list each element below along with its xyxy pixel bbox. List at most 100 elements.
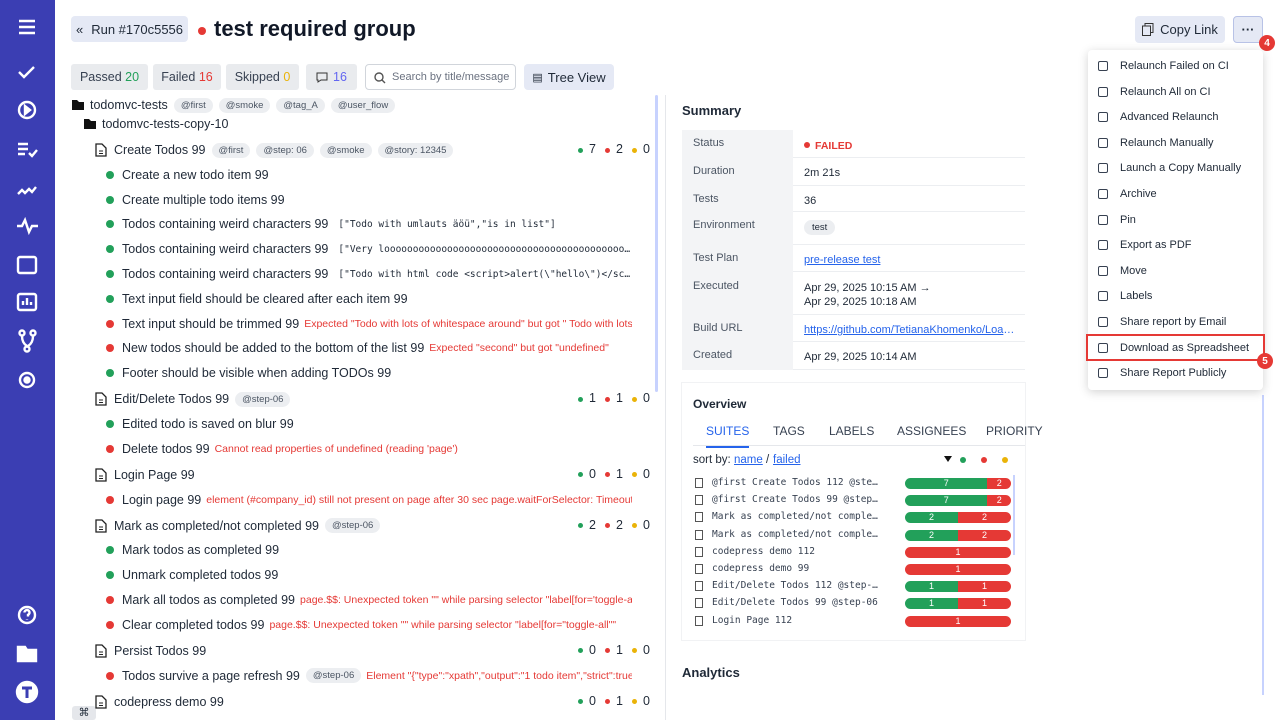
passed-filter[interactable]: Passed 20 xyxy=(71,64,148,90)
menu-item[interactable]: Export as PDF xyxy=(1098,235,1258,255)
passed-segment: 7 xyxy=(905,478,988,489)
tab[interactable]: ASSIGNEES xyxy=(897,424,967,438)
test-row[interactable]: Delete todos 99 Cannot read properties of… xyxy=(106,439,632,459)
skipped-filter[interactable]: Skipped 0 xyxy=(226,64,299,90)
status-dot xyxy=(106,671,114,680)
tag: @tag_A xyxy=(276,97,325,113)
suite-name[interactable]: Edit/Delete Todos 99 @step-06 xyxy=(712,597,878,609)
count-dot xyxy=(578,648,583,654)
menu-item[interactable]: Labels xyxy=(1098,286,1258,306)
summary-value[interactable]: pre-release test xyxy=(804,254,881,266)
suite-name[interactable]: codepress demo 99 xyxy=(712,563,810,574)
menu-label: Pin xyxy=(1120,213,1136,226)
failed-filter[interactable]: Failed 16 xyxy=(153,64,221,90)
suite-name[interactable]: Mark as completed/not completed 99 xyxy=(712,528,882,540)
test-row[interactable]: Text input field should be cleared after… xyxy=(106,289,632,309)
count-dot xyxy=(578,147,583,153)
suite-row[interactable]: Login Page 99 xyxy=(94,465,570,485)
menu-item[interactable]: Pin xyxy=(1098,210,1258,230)
failed-segment: 1 xyxy=(958,598,1011,610)
filter-count: 20 xyxy=(125,70,140,84)
test-row[interactable]: Login page 99 element (#company_id) still… xyxy=(106,490,632,510)
comments-filter[interactable]: 16 xyxy=(306,64,357,90)
suite-row[interactable]: codepress demo 99 xyxy=(94,692,570,712)
menu-item[interactable]: Archive xyxy=(1098,184,1258,204)
legend-dot xyxy=(960,457,966,463)
tab[interactable]: LABELS xyxy=(829,424,875,438)
folder-row[interactable]: todomvc-tests-copy-10 xyxy=(83,114,632,134)
tag: @step-06 xyxy=(324,518,381,534)
filter-label: Skipped xyxy=(234,70,280,84)
suite-row[interactable]: Create Todos 99 @first @step: 06 @smoke @sto… xyxy=(94,140,570,160)
suite-name[interactable]: @first Create Todos 112 @step-06 xyxy=(712,477,882,488)
search-input[interactable]: Search by title/message xyxy=(365,64,516,90)
summary-value[interactable]: https://github.com/TetianaKhomenko/Load-… xyxy=(804,324,1019,336)
code-snippet: ["Todo with umlauts äöü","is in list"] xyxy=(338,218,556,230)
test-row[interactable]: Create a new todo item 99 xyxy=(106,165,632,185)
suite-name[interactable]: codepress demo 112 xyxy=(712,545,815,557)
status-dot xyxy=(106,495,114,504)
menu-label: Share report by Email xyxy=(1120,316,1227,328)
test-row[interactable]: Create multiple todo items 99 xyxy=(106,190,632,210)
sort-name[interactable]: name xyxy=(734,454,763,466)
suite-row[interactable]: Mark as completed/not completed 99 @step-… xyxy=(94,516,570,536)
failed-segment: 2 xyxy=(958,512,1011,524)
menu-label: Launch a Copy Manually xyxy=(1120,162,1242,175)
test-row[interactable]: Unmark completed todos 99 xyxy=(106,565,632,585)
filter-count: 16 xyxy=(333,70,347,84)
tab[interactable]: PRIORITY xyxy=(986,424,1043,438)
tab[interactable]: TAGS xyxy=(773,424,805,438)
summary-label: Environment xyxy=(682,212,793,245)
menu-item[interactable]: Relaunch All on CI xyxy=(1098,82,1258,102)
stacked-bar: 1 xyxy=(905,615,1011,627)
test-row[interactable]: New todos should be added to the bottom … xyxy=(106,338,632,358)
menu-label: Relaunch Manually xyxy=(1120,136,1214,149)
suite-name[interactable]: Edit/Delete Todos 112 @step-06 xyxy=(712,580,882,592)
page-title: test required group xyxy=(214,16,416,41)
item-label: Delete todos 99 xyxy=(122,441,210,456)
menu-item[interactable]: Share Report Publicly xyxy=(1098,363,1258,383)
count: 1 xyxy=(616,391,623,406)
item-label: codepress demo 99 xyxy=(114,694,224,709)
summary-row: Created Apr 29, 2025 10:14 AM xyxy=(682,342,1025,370)
copy-link-button[interactable]: Copy Link xyxy=(1135,16,1225,43)
menu-item[interactable]: Relaunch Failed on CI xyxy=(1098,56,1258,76)
menu-item[interactable]: Relaunch Manually xyxy=(1098,133,1258,153)
failed-segment: 2 xyxy=(987,495,1011,507)
shortcut-icon[interactable]: ⌘ xyxy=(72,706,96,720)
tab[interactable]: SUITES xyxy=(706,424,750,448)
suite-name[interactable]: Login Page 112 xyxy=(712,614,793,626)
test-row[interactable]: Todos containing weird characters 99 ["To… xyxy=(106,214,632,234)
menu-item[interactable]: Launch a Copy Manually xyxy=(1098,158,1258,178)
test-row[interactable]: Footer should be visible when adding TOD… xyxy=(106,363,632,383)
item-label: Footer should be visible when adding TOD… xyxy=(122,366,392,381)
test-row[interactable]: Text input should be trimmed 99 Expected … xyxy=(106,314,632,334)
menu-item[interactable]: Move xyxy=(1098,261,1258,281)
menu-item[interactable]: Share report by Email xyxy=(1098,312,1258,332)
suite-name[interactable]: @first Create Todos 99 @step-06 xyxy=(712,494,882,506)
folder-row[interactable]: todomvc-tests @first @smoke @tag_A @user_flo… xyxy=(71,95,632,115)
tree-view-button[interactable]: ▤ Tree View xyxy=(524,64,614,90)
suite-name[interactable]: Mark as completed/not completed 112 xyxy=(712,511,882,523)
summary-value: Apr 29, 2025 10:15 AM → xyxy=(804,282,931,294)
suite-row[interactable]: Persist Todos 99 xyxy=(94,641,570,661)
test-row[interactable]: Todos containing weird characters 99 ["Ve… xyxy=(106,239,632,259)
back-to-run-button[interactable]: «Run #170c5556 xyxy=(71,16,188,42)
test-row[interactable]: Edited todo is saved on blur 99 xyxy=(106,414,632,434)
test-row[interactable]: Clear completed todos 99 page.$$: Unexpec… xyxy=(106,615,632,635)
item-label: Text input should be trimmed 99 xyxy=(122,316,300,331)
folder-icon xyxy=(84,119,96,129)
suite-row[interactable]: Edit/Delete Todos 99 @step-06 xyxy=(94,389,570,409)
more-button[interactable]: ··· xyxy=(1233,16,1263,43)
summary-label: Duration xyxy=(682,158,793,186)
summary-label: Test Plan xyxy=(682,245,793,272)
sort-failed[interactable]: failed xyxy=(773,454,801,466)
menu-item[interactable]: Advanced Relaunch xyxy=(1098,107,1258,127)
test-row[interactable]: Todos survive a page refresh 99 @step-06 E… xyxy=(106,666,632,686)
test-row[interactable]: Mark all todos as completed 99 page.$$: U… xyxy=(106,590,632,610)
count-dot xyxy=(605,147,610,153)
test-row[interactable]: Todos containing weird characters 99 ["To… xyxy=(106,264,632,284)
menu-item[interactable]: Download as Spreadsheet xyxy=(1098,338,1258,358)
test-row[interactable]: Mark todos as completed 99 xyxy=(106,540,632,560)
summary-value: test xyxy=(804,220,836,235)
